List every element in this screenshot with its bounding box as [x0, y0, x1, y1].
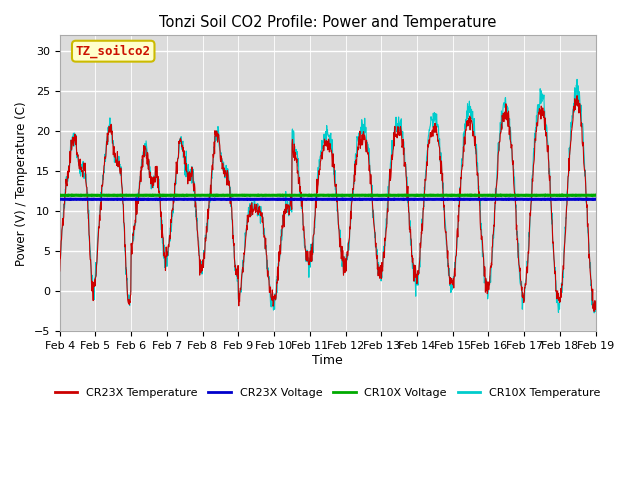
- X-axis label: Time: Time: [312, 354, 343, 367]
- Legend: CR23X Temperature, CR23X Voltage, CR10X Voltage, CR10X Temperature: CR23X Temperature, CR23X Voltage, CR10X …: [51, 384, 605, 403]
- Text: TZ_soilco2: TZ_soilco2: [76, 45, 151, 58]
- Y-axis label: Power (V) / Temperature (C): Power (V) / Temperature (C): [15, 101, 28, 265]
- Title: Tonzi Soil CO2 Profile: Power and Temperature: Tonzi Soil CO2 Profile: Power and Temper…: [159, 15, 497, 30]
